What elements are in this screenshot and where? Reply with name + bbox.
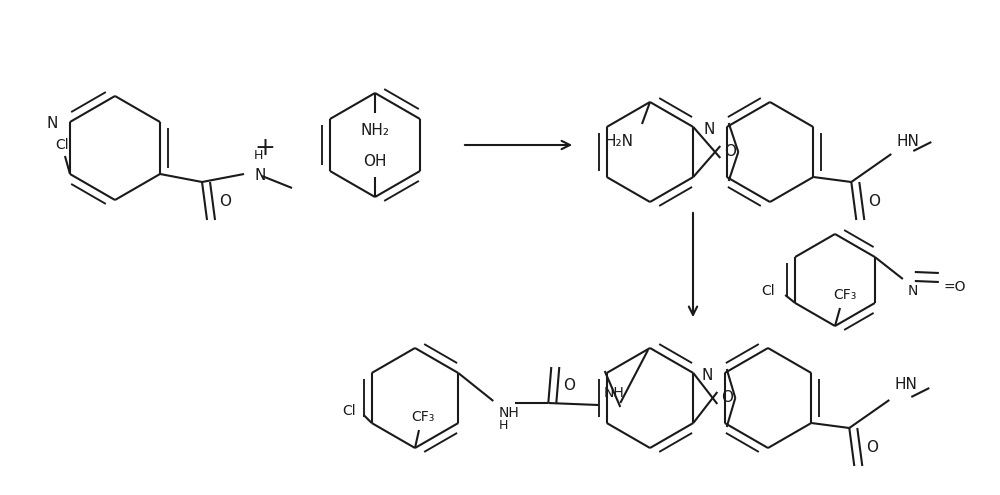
Text: OH: OH	[363, 154, 387, 169]
Text: H: H	[254, 149, 263, 162]
Text: O: O	[721, 391, 733, 405]
Text: O: O	[866, 440, 878, 454]
Text: N: N	[908, 284, 918, 298]
Text: O: O	[563, 378, 575, 393]
Text: CF₃: CF₃	[833, 288, 857, 302]
Text: NH: NH	[498, 406, 519, 420]
Text: N: N	[254, 168, 265, 184]
Text: Cl: Cl	[55, 138, 69, 152]
Text: N: N	[701, 367, 713, 383]
Text: O: O	[219, 194, 231, 208]
Text: O: O	[724, 145, 736, 159]
Text: HN: HN	[896, 134, 919, 149]
Text: O: O	[868, 194, 880, 208]
Text: =O: =O	[944, 280, 966, 294]
Text: Cl: Cl	[342, 404, 356, 418]
Text: N: N	[703, 121, 715, 137]
Text: H: H	[498, 419, 508, 432]
Text: HN: HN	[894, 377, 917, 392]
Text: NH₂: NH₂	[360, 123, 390, 138]
Text: H₂N: H₂N	[605, 134, 634, 149]
Text: NH: NH	[603, 386, 624, 400]
Text: Cl: Cl	[762, 284, 775, 298]
Text: +: +	[255, 136, 275, 160]
Text: N: N	[47, 116, 58, 132]
Text: CF₃: CF₃	[411, 410, 435, 424]
